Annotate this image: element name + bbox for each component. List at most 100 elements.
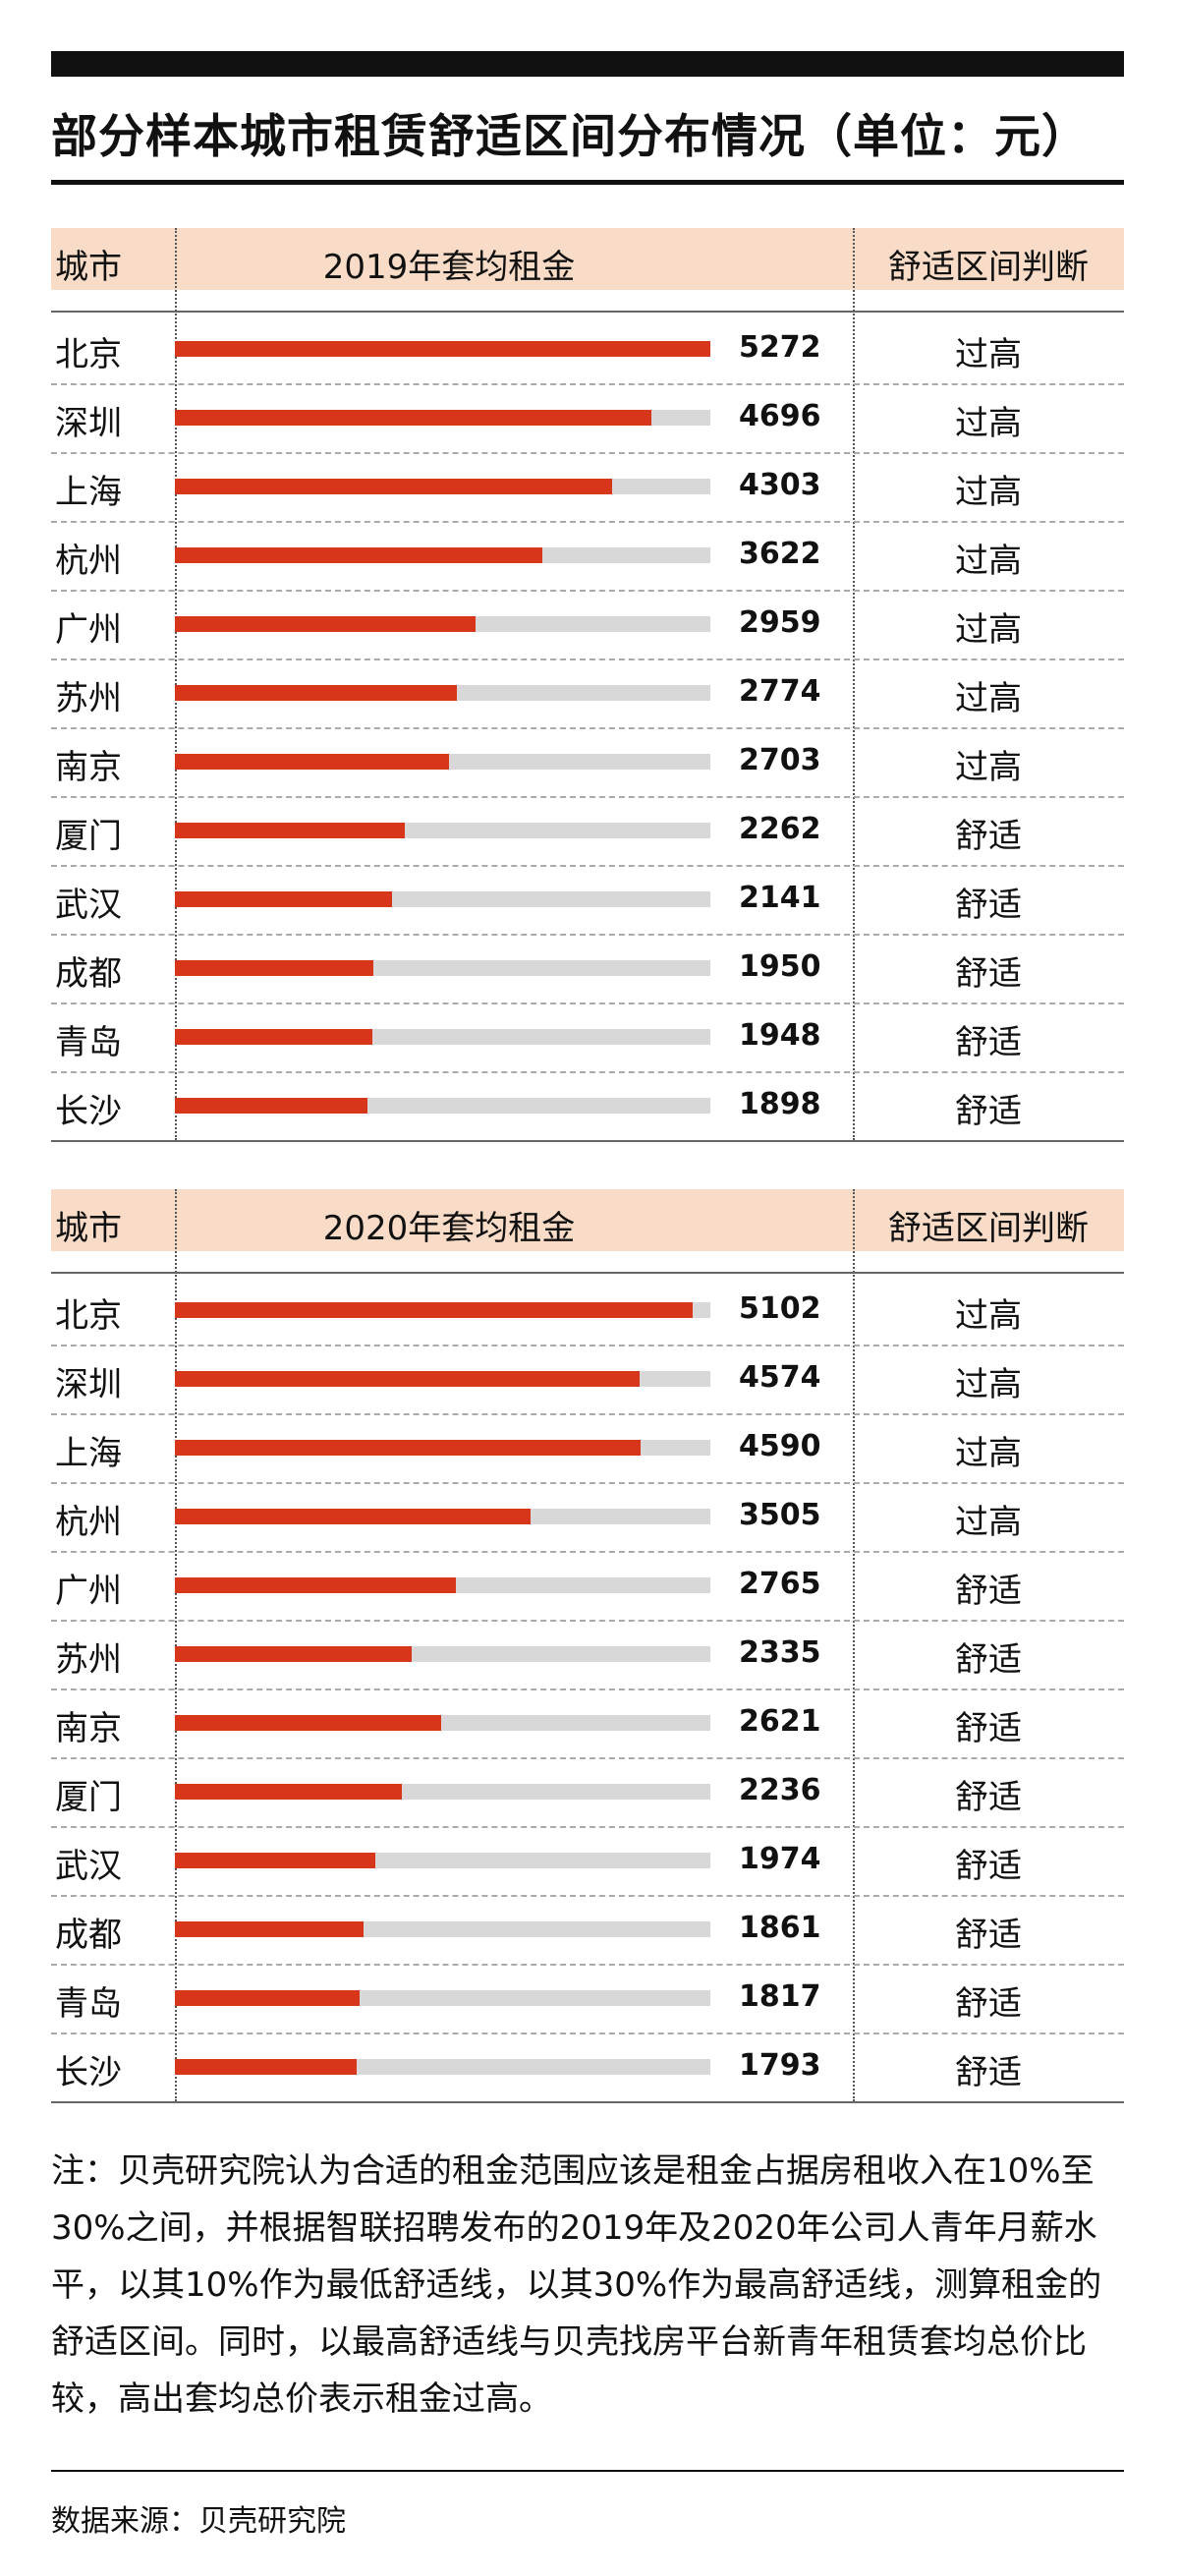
bar-track	[175, 1715, 710, 1731]
judgement-label: 舒适	[955, 1023, 1022, 1062]
header-judgement: 舒适区间判断	[888, 1209, 1089, 1248]
value-label: 1898	[739, 1087, 821, 1121]
bar	[175, 1029, 372, 1045]
bar-track	[175, 1098, 710, 1114]
judgement-label: 过高	[955, 1503, 1022, 1542]
value-label: 5272	[739, 330, 821, 365]
row-separator	[51, 383, 1124, 385]
bar	[175, 1990, 360, 2006]
city-label: 北京	[55, 335, 122, 374]
value-label: 2262	[739, 812, 821, 846]
bar-track	[175, 1990, 710, 2006]
table-header: 城市 2019年套均租金 舒适区间判断	[51, 228, 1124, 290]
column-divider	[175, 228, 177, 1140]
city-label: 深圳	[55, 1365, 122, 1404]
table-bottom-rule	[51, 1140, 1124, 1142]
value-label: 3505	[739, 1498, 821, 1532]
city-label: 青岛	[55, 1984, 122, 2024]
data-source: 数据来源：贝壳研究院	[51, 2504, 346, 2539]
value-label: 1950	[739, 949, 821, 984]
row-separator	[51, 796, 1124, 798]
bar-track	[175, 960, 710, 976]
bar	[175, 823, 405, 838]
city-label: 武汉	[55, 886, 122, 925]
city-label: 厦门	[55, 1778, 122, 1817]
judgement-label: 过高	[955, 679, 1022, 718]
bar	[175, 1098, 367, 1114]
row-separator	[51, 1413, 1124, 1415]
column-divider	[175, 1189, 177, 2101]
row-separator	[51, 1620, 1124, 1622]
bar	[175, 547, 542, 563]
value-label: 4303	[739, 468, 821, 502]
city-label: 苏州	[55, 679, 122, 718]
row-separator	[51, 1551, 1124, 1553]
city-label: 杭州	[55, 542, 122, 581]
row-separator	[51, 2032, 1124, 2034]
row-separator	[51, 521, 1124, 523]
bar	[175, 410, 651, 426]
city-label: 北京	[55, 1296, 122, 1336]
bar	[175, 1853, 375, 1868]
bar-track	[175, 1853, 710, 1868]
city-label: 成都	[55, 954, 122, 994]
bar-track	[175, 479, 710, 494]
top-black-bar	[51, 51, 1124, 77]
bar-track	[175, 754, 710, 770]
row-separator	[51, 1895, 1124, 1897]
row-separator	[51, 658, 1124, 660]
bar-track	[175, 1646, 710, 1662]
bar	[175, 2059, 357, 2075]
table-header: 城市 2020年套均租金 舒适区间判断	[51, 1189, 1124, 1251]
value-label: 3622	[739, 537, 821, 571]
value-label: 2236	[739, 1773, 821, 1807]
value-label: 5102	[739, 1291, 821, 1326]
judgement-label: 舒适	[955, 1984, 1022, 2024]
city-label: 长沙	[55, 1092, 122, 1131]
row-separator	[51, 1482, 1124, 1484]
judgement-label: 舒适	[955, 1640, 1022, 1680]
judgement-label: 过高	[955, 1296, 1022, 1336]
judgement-label: 舒适	[955, 1092, 1022, 1131]
judgement-label: 舒适	[955, 1847, 1022, 1886]
column-divider	[853, 1189, 855, 2101]
bar	[175, 341, 710, 357]
value-label: 1861	[739, 1911, 821, 1945]
city-label: 长沙	[55, 2053, 122, 2092]
bar-track	[175, 823, 710, 838]
footnote: 注：贝壳研究院认为合适的租金范围应该是租金占据房租收入在10%至30%之间，并根…	[51, 2151, 1102, 2419]
value-label: 2335	[739, 1635, 821, 1670]
footnote-divider	[51, 2470, 1124, 2472]
value-label: 2621	[739, 1704, 821, 1739]
header-city: 城市	[55, 1209, 122, 1248]
value-label: 1817	[739, 1979, 821, 2014]
value-label: 2765	[739, 1567, 821, 1601]
bar-track	[175, 1440, 710, 1456]
bar-track	[175, 1577, 710, 1593]
city-label: 南京	[55, 748, 122, 787]
bar-track	[175, 685, 710, 701]
value-label: 1948	[739, 1018, 821, 1053]
bar	[175, 1509, 531, 1524]
table-top-rule	[51, 311, 1124, 313]
header-metric: 2020年套均租金	[322, 1209, 576, 1248]
bar	[175, 1921, 364, 1937]
judgement-label: 过高	[955, 473, 1022, 512]
city-label: 青岛	[55, 1023, 122, 1062]
city-label: 广州	[55, 1572, 122, 1611]
city-label: 成都	[55, 1916, 122, 1955]
page-title: 部分样本城市租赁舒适区间分布情况（单位：元）	[51, 110, 1089, 164]
judgement-label: 舒适	[955, 1916, 1022, 1955]
bar-track	[175, 1371, 710, 1387]
bar	[175, 1646, 412, 1662]
bar	[175, 685, 457, 701]
header-metric: 2019年套均租金	[322, 248, 576, 287]
bar-track	[175, 1029, 710, 1045]
bar-track	[175, 410, 710, 426]
bar	[175, 616, 476, 632]
row-separator	[51, 865, 1124, 867]
judgement-label: 过高	[955, 748, 1022, 787]
city-label: 深圳	[55, 404, 122, 443]
judgement-label: 过高	[955, 335, 1022, 374]
judgement-label: 过高	[955, 610, 1022, 650]
